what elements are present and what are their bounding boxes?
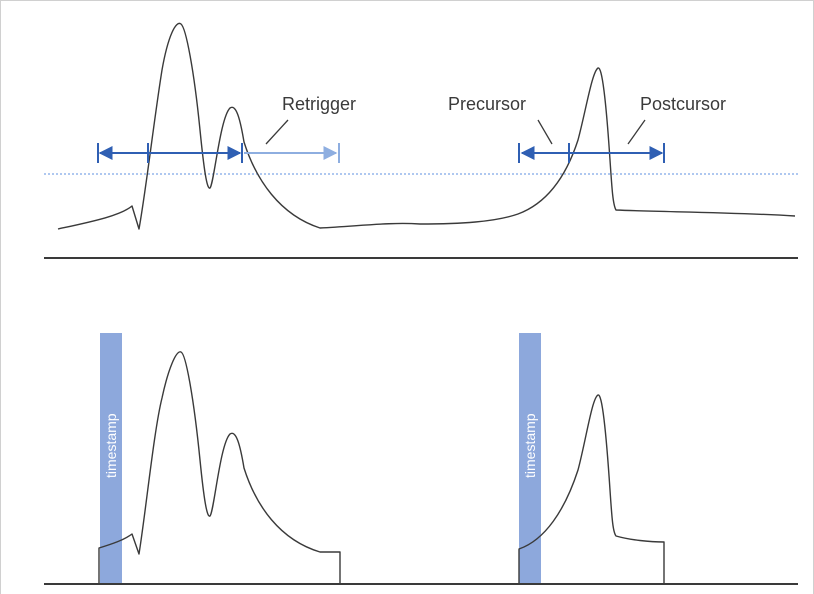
timestamp-label-right: timestamp (522, 413, 538, 478)
postcursor-label: Postcursor (640, 94, 726, 114)
timestamp-label-left: timestamp (103, 413, 119, 478)
top-signal-waveform (57, 22, 796, 230)
retrigger-label: Retrigger (282, 94, 356, 114)
timestamp-bar-right (519, 333, 541, 584)
bottom-right-waveform (518, 394, 665, 584)
bottom-left-waveform (98, 351, 341, 584)
precursor-label: Precursor (448, 94, 526, 114)
postcursor-leader-line (627, 119, 646, 145)
retrigger-leader-line (265, 119, 289, 145)
timestamp-bar-left (100, 333, 122, 584)
precursor-leader-line (537, 119, 553, 145)
